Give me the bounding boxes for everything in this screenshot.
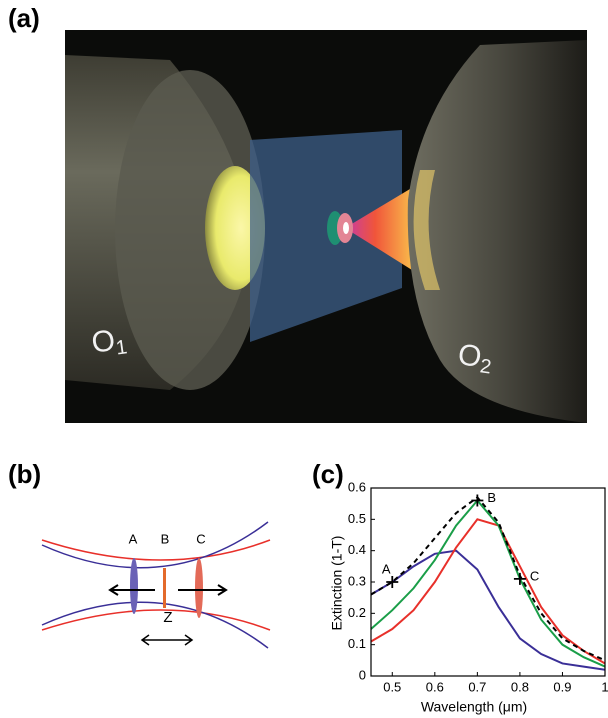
y-tick-label: 0.2 bbox=[348, 605, 366, 620]
x-tick-label: 0.8 bbox=[511, 679, 529, 694]
point-label: A bbox=[382, 561, 391, 576]
y-tick-label: 0.4 bbox=[348, 542, 366, 557]
x-tick-label: 0.6 bbox=[426, 679, 444, 694]
position-label: B bbox=[161, 531, 170, 546]
y-tick-label: 0.1 bbox=[348, 636, 366, 651]
x-tick-label: 0.5 bbox=[383, 679, 401, 694]
plot-frame bbox=[371, 488, 605, 676]
y-tick-label: 0 bbox=[359, 667, 366, 682]
point-label: B bbox=[487, 490, 496, 505]
position-label: C bbox=[196, 531, 205, 546]
x-tick-label: 0.9 bbox=[553, 679, 571, 694]
x-tick-label: 0.7 bbox=[468, 679, 486, 694]
panel-label: (a) bbox=[8, 3, 40, 33]
y-tick-label: 0.5 bbox=[348, 511, 366, 526]
axis-label: Z bbox=[163, 609, 172, 626]
render-scene bbox=[65, 30, 587, 423]
y-axis-label: Extinction (1-T) bbox=[329, 536, 345, 631]
panel-label: (c) bbox=[312, 459, 344, 489]
point-label: C bbox=[530, 568, 539, 583]
x-tick-label: 1 bbox=[601, 679, 608, 694]
position-label: A bbox=[129, 531, 138, 546]
series-line bbox=[371, 551, 605, 670]
x-axis-label: Wavelength (μm) bbox=[421, 699, 527, 715]
y-tick-label: 0.6 bbox=[348, 479, 366, 494]
beam-diagram bbox=[42, 522, 270, 648]
y-tick-label: 0.3 bbox=[348, 573, 366, 588]
objective-name: O bbox=[89, 324, 117, 360]
figure: (a) (b) (c) O1 O2 A B C Z Wavelength (μm… bbox=[0, 0, 608, 718]
panel-label: (b) bbox=[8, 459, 41, 489]
